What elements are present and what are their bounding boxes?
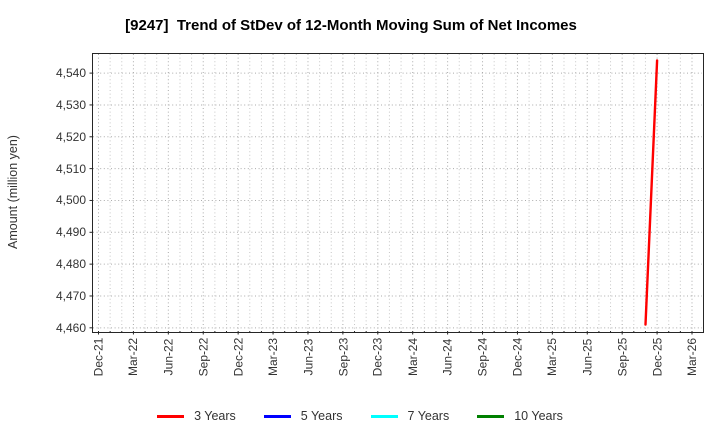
- legend-swatch-5-years: [263, 414, 291, 418]
- plot-svg: [89, 53, 702, 334]
- legend-swatch-3-years: [157, 414, 185, 418]
- x-tick-label: Jun-24: [440, 338, 455, 376]
- x-tick-label: Mar-24: [405, 337, 420, 377]
- legend-label-10-years: 10 Years: [514, 409, 563, 423]
- x-tick-label: Mar-23: [266, 337, 281, 377]
- legend-swatch-10-years: [477, 414, 505, 418]
- legend-item-3-years: 3 Years: [157, 409, 236, 423]
- plot-area: [89, 52, 704, 334]
- x-tick-label: Dec-25: [650, 337, 665, 377]
- legend: 3 Years 5 Years 7 Years 10 Years: [0, 407, 720, 425]
- x-tick-label: Sep-23: [335, 337, 350, 377]
- x-tick-label: Sep-22: [196, 337, 211, 377]
- y-tick-label: 4,490: [55, 225, 86, 240]
- legend-swatch-7-years: [370, 414, 398, 418]
- series-line-3-years: [643, 58, 658, 326]
- y-tick-label: 4,470: [55, 288, 86, 303]
- legend-item-7-years: 7 Years: [370, 409, 450, 423]
- x-tick-label: Mar-26: [685, 337, 700, 377]
- legend-label-5-years: 5 Years: [300, 409, 343, 423]
- x-tick-label: Dec-23: [370, 337, 385, 377]
- legend-label-7-years: 7 Years: [407, 409, 450, 423]
- x-tick-label: Dec-21: [91, 337, 106, 377]
- y-tick-label: 4,480: [55, 257, 86, 272]
- x-tick-label: Mar-25: [545, 337, 560, 377]
- x-tick-label: Sep-25: [615, 337, 630, 377]
- x-tick-label: Dec-24: [510, 337, 525, 377]
- y-tick-label: 4,460: [55, 320, 86, 335]
- legend-item-5-years: 5 Years: [263, 409, 343, 423]
- y-tick-label: 4,540: [55, 66, 86, 81]
- x-tick-label: Sep-24: [475, 337, 490, 377]
- chart-title: [9247] Trend of StDev of 12-Month Moving…: [125, 17, 577, 34]
- legend-label-3-years: 3 Years: [194, 409, 236, 423]
- y-tick-label: 4,500: [55, 193, 86, 208]
- x-tick-label: Jun-22: [161, 338, 176, 376]
- x-tick-label: Jun-23: [300, 338, 315, 376]
- x-tick-label: Mar-22: [126, 337, 141, 377]
- y-tick-label: 4,510: [55, 161, 86, 176]
- legend-item-10-years: 10 Years: [477, 409, 563, 423]
- y-tick-label: 4,530: [55, 97, 86, 112]
- y-tick-label: 4,520: [55, 129, 86, 144]
- x-tick-label: Jun-25: [580, 338, 595, 376]
- x-tick-label: Dec-22: [231, 337, 246, 377]
